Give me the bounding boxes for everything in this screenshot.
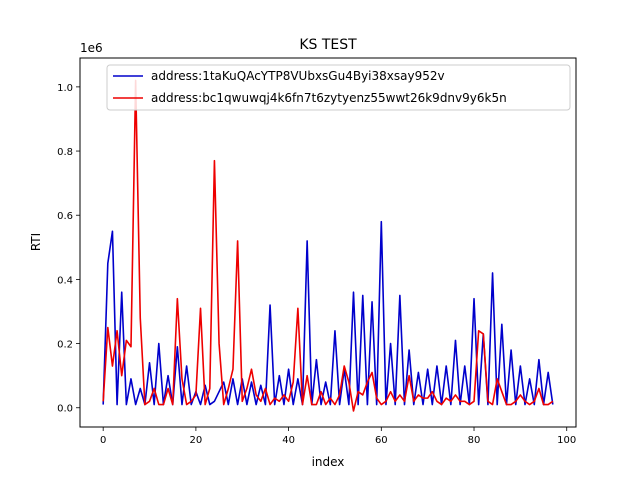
x-tick-label: 0 bbox=[100, 435, 106, 446]
legend-label-series-1: address:1taKuQAcYTP8VUbxsGu4Byi38xsay952… bbox=[151, 69, 445, 83]
y-axis-offset-label: 1e6 bbox=[80, 41, 103, 55]
y-axis-ticks: 0.0 0.2 0.4 0.6 0.8 1.0 bbox=[57, 83, 80, 415]
x-tick-label: 80 bbox=[468, 435, 481, 446]
series-line-1 bbox=[102, 220, 554, 406]
y-tick-label: 0.8 bbox=[57, 147, 73, 158]
legend: address:1taKuQAcYTP8VUbxsGu4Byi38xsay952… bbox=[106, 64, 571, 111]
series-line-2 bbox=[102, 79, 554, 412]
y-tick-label: 0.0 bbox=[57, 404, 73, 415]
y-axis-label: RTI bbox=[29, 233, 43, 251]
y-tick-label: 0.6 bbox=[57, 211, 73, 222]
x-axis-ticks: 0 20 40 60 80 100 bbox=[100, 427, 576, 446]
chart-title: KS TEST bbox=[299, 37, 357, 53]
x-tick-label: 60 bbox=[375, 435, 388, 446]
legend-box bbox=[106, 64, 571, 111]
x-tick-label: 20 bbox=[190, 435, 203, 446]
x-tick-label: 40 bbox=[282, 435, 295, 446]
x-axis-label: index bbox=[312, 455, 345, 469]
y-tick-label: 0.2 bbox=[57, 340, 73, 351]
y-tick-label: 0.4 bbox=[57, 275, 73, 286]
x-tick-label: 100 bbox=[557, 435, 576, 446]
legend-label-series-2: address:bc1qwuwqj4k6fn7t6zytyenz55wwt26k… bbox=[151, 91, 507, 105]
axes-frame bbox=[79, 57, 577, 428]
plot-area bbox=[79, 57, 577, 428]
series-layer bbox=[102, 79, 554, 412]
y-tick-label: 1.0 bbox=[57, 83, 73, 94]
